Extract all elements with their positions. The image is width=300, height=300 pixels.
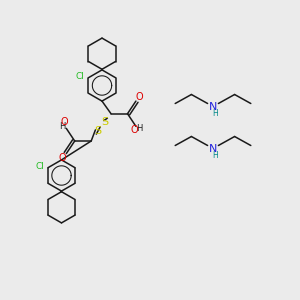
Text: Cl: Cl [76,72,85,81]
Text: N: N [209,143,217,154]
Text: S: S [94,125,101,136]
Text: N: N [209,101,217,112]
Text: O: O [58,153,66,163]
Text: S: S [101,117,108,127]
Text: H: H [212,110,218,118]
Text: O: O [130,125,138,135]
Text: O: O [136,92,144,102]
Text: H: H [212,152,218,160]
Text: H: H [59,122,66,131]
Text: H: H [136,124,142,133]
Text: Cl: Cl [35,162,44,171]
Text: O: O [61,117,69,128]
